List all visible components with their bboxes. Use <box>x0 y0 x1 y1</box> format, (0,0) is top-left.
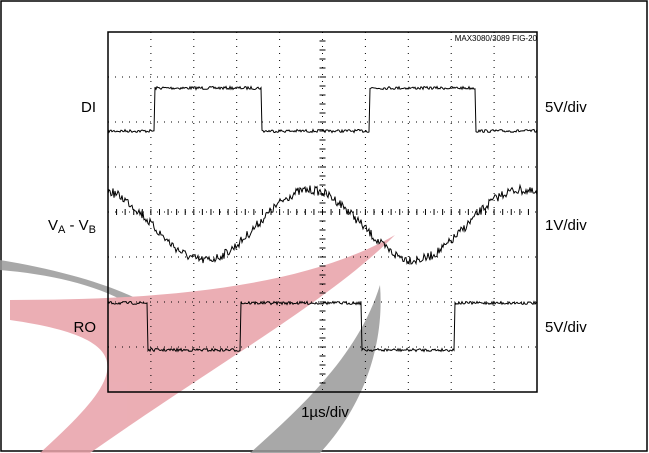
watermark-swoosh <box>0 260 185 335</box>
figure-id: MAX3080/3089 FIG-20 <box>455 34 538 43</box>
label-part: V <box>48 217 58 234</box>
label-subscript: B <box>89 224 96 236</box>
trace-scale: 5V/div <box>545 319 587 336</box>
watermark-swoosh <box>10 235 395 453</box>
waveform <box>107 183 538 266</box>
time-scale: 1µs/div <box>301 404 349 421</box>
label-subscript: A <box>58 224 66 236</box>
watermark <box>0 235 395 453</box>
waveform <box>107 85 538 134</box>
trace-label: VA - VB <box>48 217 96 236</box>
trace-scale: 5V/div <box>545 99 587 116</box>
trace-scale: 1V/div <box>545 217 587 234</box>
trace-label: RO <box>74 319 97 336</box>
waveform <box>107 300 538 353</box>
label-part: - V <box>65 217 88 234</box>
watermark-swoosh <box>250 285 381 453</box>
trace-label: DI <box>81 99 96 116</box>
waveforms <box>107 85 538 353</box>
